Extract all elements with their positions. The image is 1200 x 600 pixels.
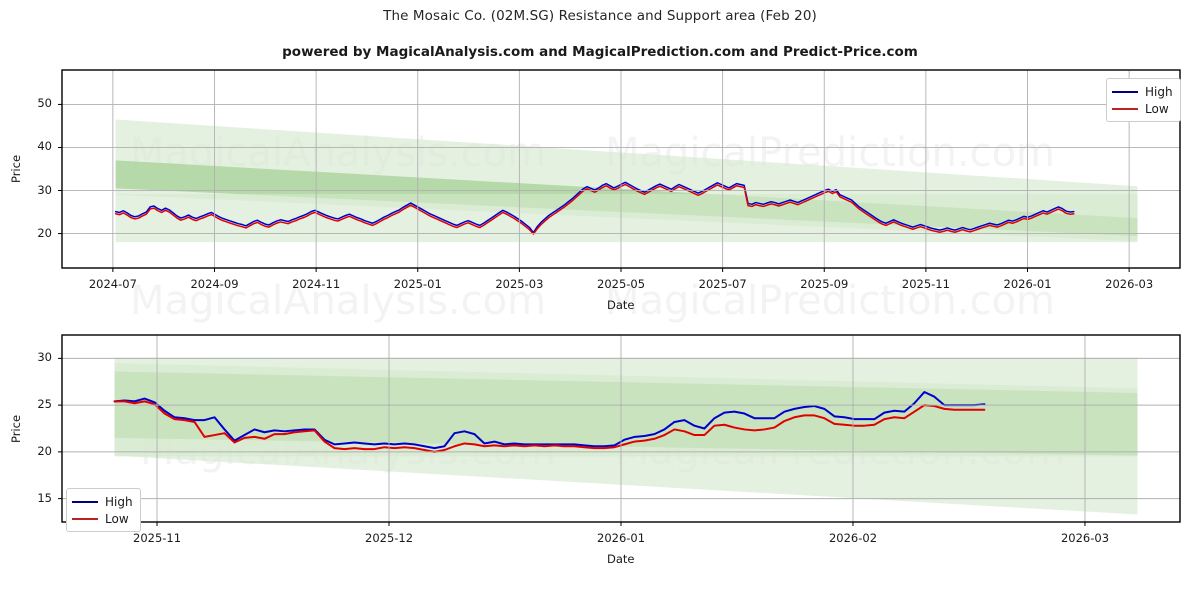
x-axis-title: Date <box>607 552 635 566</box>
plot-frame <box>61 69 1181 269</box>
low-line-swatch-icon <box>1112 107 1138 110</box>
legend-row-high: High <box>1112 83 1173 100</box>
x-tick-label: 2026-02 <box>828 531 878 545</box>
legend-label-high: High <box>105 494 133 509</box>
x-tick-label: 2025-11 <box>133 531 182 545</box>
page-subtitle: powered by MagicalAnalysis.com and Magic… <box>282 44 918 60</box>
y-axis-title: Price <box>9 414 24 443</box>
x-tick-label: 2025-12 <box>365 531 414 545</box>
legend-row-low: Low <box>72 510 133 527</box>
plot-frame <box>61 334 1181 523</box>
band-support-area <box>114 357 1138 457</box>
series-line-high <box>113 391 986 450</box>
y-axis-title: Price <box>9 154 24 184</box>
x-tick-label: 2025-09 <box>800 277 849 291</box>
page-title: The Mosaic Co. (02M.SG) Resistance and S… <box>383 8 817 24</box>
series-line-low <box>114 183 1075 235</box>
overview-legend: High Low <box>1106 78 1181 122</box>
x-tick-label: 2025-07 <box>698 277 747 291</box>
band-support-area <box>115 193 1138 243</box>
detail-legend: High Low <box>66 488 141 532</box>
legend-label-low: Low <box>105 511 129 526</box>
x-tick-label: 2026-01 <box>597 531 646 545</box>
x-tick-label: 2024-09 <box>190 277 239 291</box>
x-tick-label: 2025-03 <box>495 277 544 291</box>
x-tick-label: 2025-11 <box>901 277 950 291</box>
x-tick-label: 2026-03 <box>1105 277 1154 291</box>
x-tick-label: 2026-01 <box>1003 277 1052 291</box>
x-tick-label: 2026-03 <box>1060 531 1110 545</box>
low-line-swatch-icon <box>72 517 98 520</box>
x-tick-label: 2024-07 <box>88 277 137 291</box>
x-tick-label: 2025-01 <box>393 277 442 291</box>
legend-label-high: High <box>1145 84 1173 99</box>
high-line-swatch-icon <box>1112 90 1138 93</box>
x-axis-title: Date <box>607 298 635 312</box>
legend-row-low: Low <box>1112 100 1173 117</box>
x-tick-label: 2024-11 <box>292 277 341 291</box>
legend-row-high: High <box>72 493 133 510</box>
x-tick-label: 2025-05 <box>597 277 646 291</box>
high-line-swatch-icon <box>72 500 98 503</box>
series-line-low <box>113 400 986 453</box>
legend-label-low: Low <box>1145 101 1169 116</box>
